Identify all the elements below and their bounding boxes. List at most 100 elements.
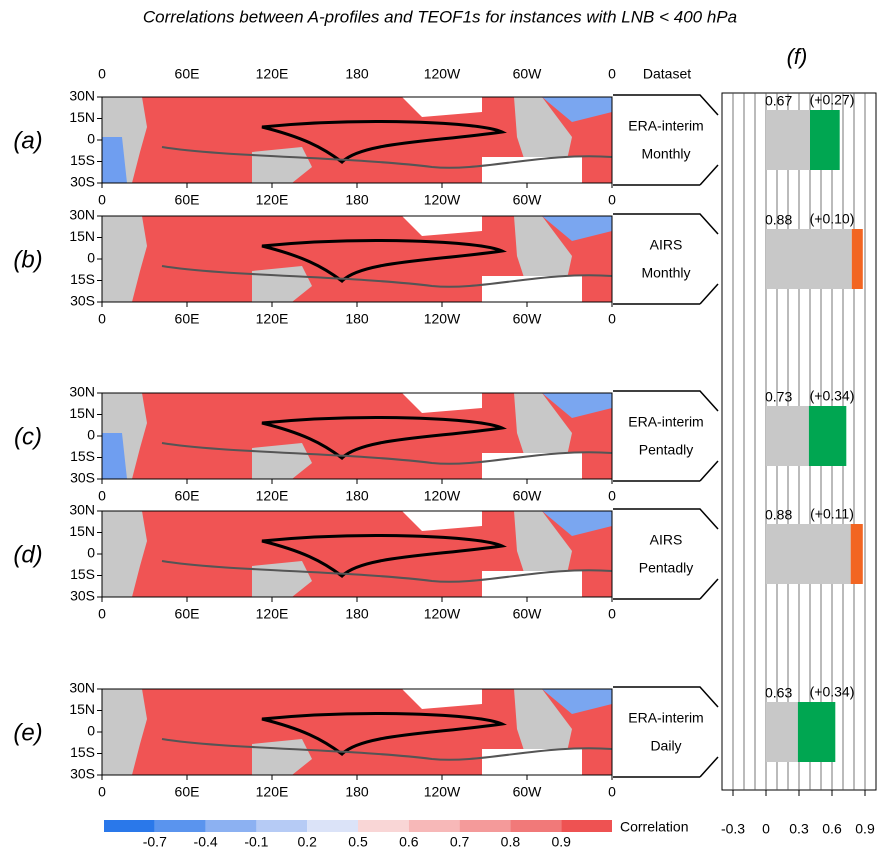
colorbar-label: 0.9 — [551, 834, 571, 850]
x-tick-label: 0 — [608, 66, 616, 82]
x-tick-label: 60W — [513, 488, 543, 504]
x-tick-label: 0 — [98, 192, 106, 208]
y-tick-label: 15S — [70, 744, 95, 760]
colorbar-box — [408, 820, 460, 832]
x-tick-label: 60W — [513, 311, 543, 327]
x-tick-label: 0 — [98, 488, 106, 504]
x-tick-label: 60E — [175, 488, 200, 504]
dataset-name: ERA-interim — [628, 710, 703, 726]
y-tick-label: 30S — [70, 766, 95, 782]
base-bar — [766, 702, 798, 762]
negative — [102, 433, 127, 479]
dataset-frequency: Pentadly — [639, 442, 693, 458]
map — [102, 97, 612, 183]
contour — [161, 442, 612, 465]
x-tick-label: 60E — [175, 66, 200, 82]
increment-bar — [810, 110, 840, 170]
contour — [261, 239, 507, 283]
x-tick-label: 0 — [608, 311, 616, 327]
colorbar-label: 0.6 — [399, 834, 419, 850]
base-bar — [766, 229, 852, 289]
x-tick-label: 0 — [608, 606, 616, 622]
land — [102, 216, 147, 302]
x-tick-label: 120W — [424, 488, 461, 504]
x-tick-label: 180 — [345, 66, 369, 82]
colorbar-box — [205, 820, 257, 832]
dataset-header: Dataset — [643, 66, 691, 82]
dataset-frequency: Monthly — [641, 265, 690, 281]
value-label: 0.88 — [765, 507, 792, 523]
value-label: 0.88 — [765, 212, 792, 228]
contour — [161, 560, 612, 583]
x-tick-label: 0 — [98, 606, 106, 622]
chevron — [613, 508, 719, 600]
x-tick-label: 120E — [256, 192, 289, 208]
map — [102, 216, 612, 302]
x-tick-label: 60E — [175, 192, 200, 208]
panel-f-title: (f) — [787, 44, 808, 69]
x-tick-label: -0.3 — [721, 821, 745, 837]
x-tick-label: 60W — [513, 606, 543, 622]
panel-letter: (a) — [13, 127, 42, 154]
y-tick-label: 30S — [70, 588, 95, 604]
increment-bar — [797, 702, 836, 762]
x-tick-label: 0.3 — [789, 821, 809, 837]
contour — [161, 738, 612, 761]
dataset-frequency: Pentadly — [639, 560, 693, 576]
x-tick-label: 180 — [345, 192, 369, 208]
panel-letter: (b) — [13, 246, 42, 273]
colorbar-box — [358, 820, 409, 832]
x-tick-label: 120E — [256, 311, 289, 327]
x-tick-label: 0 — [608, 488, 616, 504]
chevron — [613, 213, 719, 305]
value-label: 0.63 — [765, 685, 792, 701]
base-bar — [766, 110, 810, 170]
y-tick-label: 15N — [69, 701, 95, 717]
y-tick-label: 30N — [69, 384, 95, 400]
negative — [542, 511, 612, 536]
increment-bar — [808, 406, 847, 466]
x-tick-label: 180 — [345, 488, 369, 504]
x-tick-label: 60E — [175, 606, 200, 622]
increment-label: (+0.34) — [810, 388, 855, 404]
y-tick-label: 15S — [70, 152, 95, 168]
y-tick-label: 15N — [69, 228, 95, 244]
negative — [542, 216, 612, 241]
x-tick-label: 120W — [424, 66, 461, 82]
x-tick-label: 120W — [424, 311, 461, 327]
y-tick-label: 30S — [70, 470, 95, 486]
panel-letter: (d) — [13, 541, 42, 568]
x-tick-label: 60E — [175, 784, 200, 800]
colorbar-label: -0.4 — [194, 834, 218, 850]
panel-letter: (e) — [13, 719, 42, 746]
blank — [402, 393, 482, 413]
figure-title: Correlations between A-profiles and TEOF… — [143, 7, 737, 26]
dataset-frequency: Monthly — [641, 146, 690, 162]
colorbar-label: 0.8 — [501, 834, 521, 850]
x-tick-label: 120W — [424, 784, 461, 800]
contour — [261, 534, 507, 578]
y-tick-label: 0 — [87, 250, 95, 266]
blank — [402, 216, 482, 236]
land — [102, 511, 147, 597]
blank — [402, 511, 482, 531]
x-tick-label: 60W — [513, 66, 543, 82]
x-tick-label: 0 — [98, 784, 106, 800]
x-tick-label: 0 — [608, 192, 616, 208]
x-tick-label: 120W — [424, 606, 461, 622]
dataset-name: ERA-interim — [628, 414, 703, 430]
increment-label: (+0.27) — [810, 92, 855, 108]
contour — [261, 416, 507, 460]
y-tick-label: 30N — [69, 207, 95, 223]
x-tick-label: 120E — [256, 66, 289, 82]
chevron — [613, 94, 719, 186]
y-tick-label: 30N — [69, 502, 95, 518]
x-tick-label: 180 — [345, 784, 369, 800]
contour — [161, 265, 612, 288]
x-tick-label: 60E — [175, 311, 200, 327]
base-bar — [766, 524, 851, 584]
negative — [542, 97, 612, 122]
x-tick-label: 0 — [98, 311, 106, 327]
dataset-frequency: Daily — [650, 738, 681, 754]
